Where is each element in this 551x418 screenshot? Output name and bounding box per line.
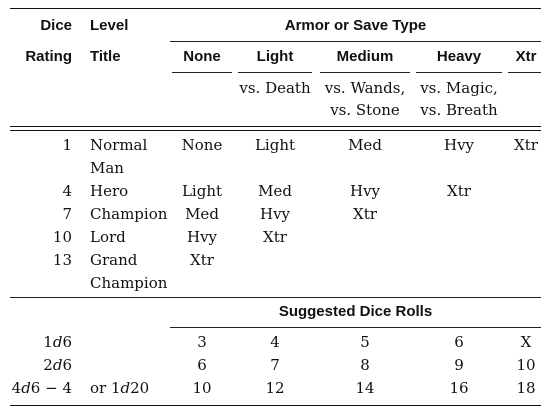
header-level: Level [90, 17, 129, 34]
xtr-cell: Xtr [514, 136, 538, 154]
header-title: Title [90, 48, 121, 65]
title-cell: Champion [90, 205, 168, 223]
header-double-rule-bottom [10, 130, 541, 131]
heavy-cell: Xtr [447, 182, 471, 200]
header-col-none: None [183, 48, 221, 65]
medium-cell: Xtr [353, 205, 377, 223]
dice-expression: 2d6 [43, 356, 72, 374]
rolls-heading: Suggested Dice Rolls [278, 303, 433, 320]
rating-cell: 10 [52, 228, 72, 246]
roll-medium: 14 [355, 379, 375, 397]
roll-none: 3 [197, 333, 207, 351]
bottom-rule [10, 405, 541, 406]
header-col-heavy: Heavy [436, 48, 482, 65]
header-col-medium: Medium [336, 48, 394, 65]
roll-light: 12 [265, 379, 285, 397]
roll-heavy: 6 [454, 333, 464, 351]
none-cell: None [181, 136, 223, 154]
header-rating: Rating [25, 48, 72, 65]
rating-cell: 13 [52, 251, 72, 269]
roll-xtr: 10 [516, 356, 536, 374]
roll-heavy: 9 [454, 356, 464, 374]
roll-heavy: 16 [449, 379, 469, 397]
title-cell: Normal [90, 136, 148, 154]
roll-xtr: X [520, 333, 532, 351]
roll-none: 6 [197, 356, 207, 374]
roll-medium: 8 [360, 356, 370, 374]
roll-medium: 5 [360, 333, 370, 351]
save-medium-1: vs. Wands, [324, 79, 406, 97]
title-cell: Lord [90, 228, 126, 246]
roll-xtr: 18 [516, 379, 536, 397]
save-heavy-1: vs. Magic, [420, 79, 498, 97]
top-rule [10, 8, 541, 9]
header-col-light: Light [256, 48, 294, 65]
col-rule-light [238, 72, 312, 73]
col-rule-xtr [508, 72, 541, 73]
rating-cell: 4 [62, 182, 72, 200]
section-rule [10, 297, 541, 298]
save-light: vs. Death [239, 79, 311, 97]
armor-group-rule [170, 41, 541, 42]
header-dice: Dice [40, 17, 72, 34]
rating-cell: 1 [62, 136, 72, 154]
title-cell: Grand [90, 251, 138, 269]
save-medium-2: vs. Stone [330, 101, 400, 119]
col-rule-heavy [416, 72, 502, 73]
none-cell: Hvy [186, 228, 218, 246]
light-cell: Light [254, 136, 296, 154]
dice-expression: 1d6 [43, 333, 72, 351]
header-double-rule-top [10, 126, 541, 127]
heavy-cell: Hvy [443, 136, 475, 154]
col-rule-medium [320, 72, 410, 73]
medium-cell: Med [348, 136, 382, 154]
roll-light: 7 [270, 356, 280, 374]
none-cell: Xtr [190, 251, 214, 269]
header-col-xtr: Xtr [515, 48, 537, 65]
title-cell-line2: Champion [90, 274, 168, 292]
roll-light: 4 [270, 333, 280, 351]
none-cell: Light [181, 182, 223, 200]
roll-none: 10 [192, 379, 212, 397]
save-heavy-2: vs. Breath [420, 101, 498, 119]
header-armor-group: Armor or Save Type [284, 17, 427, 34]
dice-expression: 4d6 − 4 [11, 379, 72, 397]
title-cell-line2: Man [90, 159, 124, 177]
light-cell: Hvy [259, 205, 291, 223]
title-cell: Hero [90, 182, 129, 200]
rolls-heading-rule [170, 327, 541, 328]
light-cell: Xtr [263, 228, 287, 246]
dice-alternative: or 1d20 [90, 379, 150, 397]
col-rule-none [172, 72, 232, 73]
medium-cell: Hvy [349, 182, 381, 200]
none-cell: Med [185, 205, 219, 223]
light-cell: Med [258, 182, 292, 200]
rating-cell: 7 [62, 205, 72, 223]
